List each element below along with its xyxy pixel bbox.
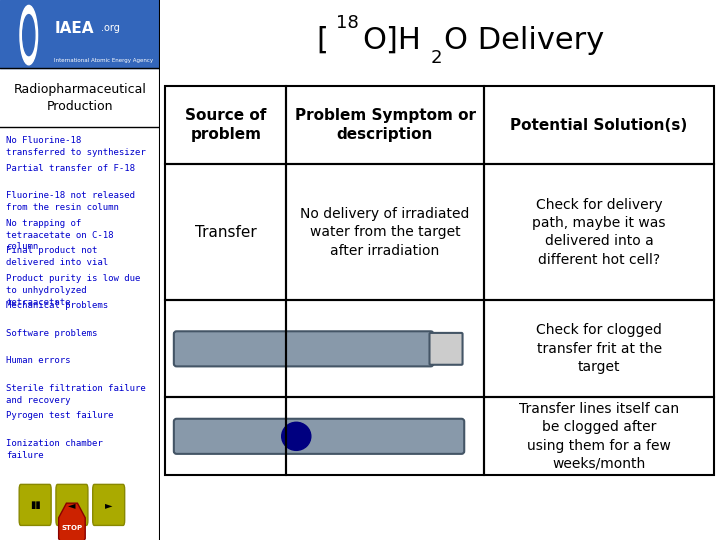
Bar	[484, 86, 714, 164]
FancyBboxPatch shape	[19, 484, 51, 525]
Bar	[484, 300, 714, 397]
Text: tetraacetate: tetraacetate	[6, 298, 71, 307]
Text: No trapping of: No trapping of	[6, 219, 81, 228]
Text: transferred to synthesizer: transferred to synthesizer	[6, 148, 146, 157]
FancyBboxPatch shape	[174, 419, 464, 454]
Text: Transfer: Transfer	[195, 225, 257, 240]
Text: delivered into vial: delivered into vial	[6, 258, 109, 267]
Text: O Delivery: O Delivery	[444, 26, 605, 55]
Text: Mechanical problems: Mechanical problems	[6, 301, 109, 310]
Text: Final product not: Final product not	[6, 246, 98, 255]
FancyBboxPatch shape	[430, 333, 462, 365]
Text: Check for clogged
transfer frit at the
target: Check for clogged transfer frit at the t…	[536, 323, 662, 374]
Text: from the resin column: from the resin column	[6, 203, 120, 212]
Text: ◄: ◄	[68, 500, 76, 510]
Text: Human errors: Human errors	[6, 356, 71, 366]
Text: Problem Symptom or
description: Problem Symptom or description	[294, 109, 475, 142]
Text: tetraacetate on C-18: tetraacetate on C-18	[6, 231, 114, 240]
Text: IAEA: IAEA	[54, 21, 94, 36]
Text: column: column	[6, 242, 39, 252]
Circle shape	[20, 5, 37, 65]
Text: Pyrogen test failure: Pyrogen test failure	[6, 411, 114, 421]
Bar	[0, 0, 160, 68]
Text: ►: ►	[105, 500, 112, 510]
Text: Sterile filtration failure: Sterile filtration failure	[6, 384, 146, 393]
Text: O]H: O]H	[363, 26, 421, 55]
Text: No Fluorine-18: No Fluorine-18	[6, 136, 81, 145]
Bar	[166, 164, 287, 300]
Text: 2: 2	[431, 49, 442, 67]
Text: [: [	[317, 26, 328, 55]
Bar	[166, 300, 287, 397]
Text: Source of
problem: Source of problem	[185, 109, 266, 142]
Text: ▮▮: ▮▮	[30, 500, 40, 510]
FancyBboxPatch shape	[56, 484, 88, 525]
Bar	[484, 164, 714, 300]
Text: to unhydrolyzed: to unhydrolyzed	[6, 286, 87, 295]
Text: Transfer lines itself can
be clogged after
using them for a few
weeks/month: Transfer lines itself can be clogged aft…	[519, 402, 679, 471]
Text: STOP: STOP	[61, 525, 83, 531]
Bar	[166, 397, 287, 475]
Text: Fluorine-18 not released: Fluorine-18 not released	[6, 191, 135, 200]
Bar	[287, 86, 484, 164]
Text: International Atomic Energy Agency: International Atomic Energy Agency	[54, 58, 153, 63]
Text: Partial transfer of F-18: Partial transfer of F-18	[6, 164, 135, 173]
Polygon shape	[58, 503, 85, 540]
Text: No delivery of irradiated
water from the target
after irradiation: No delivery of irradiated water from the…	[300, 207, 469, 258]
Text: Product purity is low due: Product purity is low due	[6, 274, 141, 283]
Text: Radiopharmaceutical
Production: Radiopharmaceutical Production	[14, 83, 146, 113]
Text: .org: .org	[101, 23, 120, 33]
Bar	[166, 86, 287, 164]
Text: Potential Solution(s): Potential Solution(s)	[510, 118, 688, 133]
Bar	[287, 397, 484, 475]
Text: Ionization chamber: Ionization chamber	[6, 439, 103, 448]
Text: Software problems: Software problems	[6, 329, 98, 338]
Text: 18: 18	[336, 14, 359, 32]
Circle shape	[23, 15, 35, 56]
Text: and recovery: and recovery	[6, 396, 71, 405]
Bar	[287, 300, 484, 397]
Text: Check for delivery
path, maybe it was
delivered into a
different hot cell?: Check for delivery path, maybe it was de…	[532, 198, 666, 267]
Bar	[484, 397, 714, 475]
Bar	[287, 164, 484, 300]
FancyBboxPatch shape	[174, 332, 433, 366]
Text: failure: failure	[6, 451, 44, 460]
FancyBboxPatch shape	[93, 484, 125, 525]
Circle shape	[282, 422, 311, 450]
